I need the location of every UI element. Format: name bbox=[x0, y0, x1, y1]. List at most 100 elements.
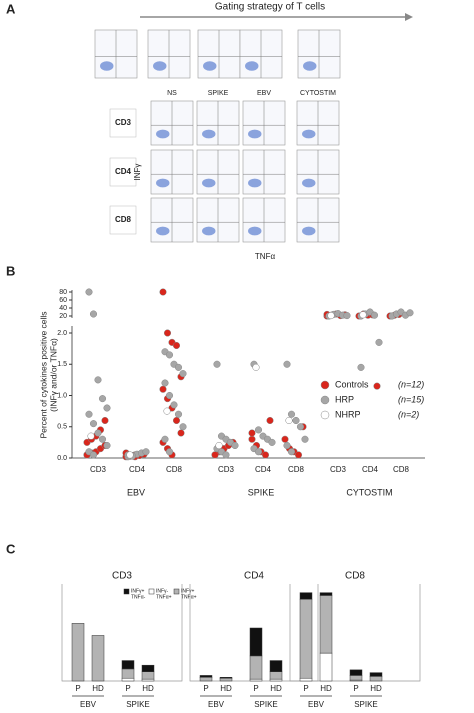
column-header: EBV bbox=[257, 90, 271, 97]
chart-title: CD3 bbox=[112, 571, 132, 582]
data-point bbox=[359, 311, 367, 319]
x-tick-label: HD bbox=[270, 684, 282, 693]
data-point bbox=[283, 441, 291, 450]
bar-segment bbox=[269, 671, 283, 680]
bar-segment bbox=[249, 627, 263, 657]
y-tick-label: 20 bbox=[59, 313, 67, 320]
bar-segment bbox=[349, 675, 363, 681]
x-tick-label: CD8 bbox=[166, 465, 183, 474]
flow-population bbox=[248, 129, 262, 139]
y-tick-label: 40 bbox=[59, 305, 67, 312]
bar-segment bbox=[141, 664, 155, 672]
legend-swatch bbox=[123, 588, 130, 595]
data-point bbox=[163, 329, 172, 337]
y-axis-label: (INFγ and/or TNFα) bbox=[48, 338, 58, 412]
panel-label: C bbox=[6, 541, 16, 556]
data-point bbox=[266, 416, 274, 425]
data-point bbox=[252, 363, 260, 371]
panel-label: A bbox=[6, 1, 16, 16]
y-tick-label: 2.0 bbox=[57, 330, 67, 337]
data-point bbox=[213, 360, 221, 368]
legend-label: INFγ- bbox=[156, 588, 169, 594]
data-point bbox=[161, 435, 169, 443]
bar-segment bbox=[219, 677, 233, 682]
data-point bbox=[222, 451, 230, 459]
data-point bbox=[163, 407, 171, 415]
data-point bbox=[294, 451, 303, 459]
data-point bbox=[126, 451, 134, 459]
row-box bbox=[109, 205, 137, 235]
data-point bbox=[285, 416, 293, 425]
data-point bbox=[343, 312, 351, 320]
x-tick-label: HD bbox=[370, 684, 382, 693]
x-tick-label: HD bbox=[142, 684, 154, 693]
data-point bbox=[159, 288, 167, 296]
bar-segment bbox=[121, 677, 135, 682]
data-point bbox=[174, 363, 183, 371]
data-point bbox=[89, 420, 98, 428]
bar-segment bbox=[199, 675, 213, 678]
bar-segment bbox=[121, 660, 135, 670]
legend-n: (n=2) bbox=[398, 409, 419, 419]
flow-population bbox=[100, 61, 114, 71]
x-tick-label: P bbox=[203, 684, 208, 693]
y-tick-label: 1.0 bbox=[57, 392, 67, 399]
legend-swatch bbox=[148, 588, 155, 595]
data-point bbox=[165, 391, 174, 400]
column-header: SPIKE bbox=[208, 90, 229, 97]
y-axis-label: Percent of cytokines positive cells bbox=[38, 311, 48, 438]
x-axis-label: TNFα bbox=[255, 252, 276, 261]
legend-label: TNFα- bbox=[131, 594, 146, 600]
legend-label: INFγ+ bbox=[131, 588, 145, 594]
flow-population bbox=[202, 178, 216, 188]
bar-segment bbox=[249, 655, 263, 680]
data-point bbox=[261, 451, 270, 459]
data-point bbox=[231, 441, 239, 450]
data-point bbox=[89, 451, 98, 459]
data-point bbox=[254, 448, 263, 456]
row-box bbox=[109, 157, 137, 187]
flow-population bbox=[302, 226, 316, 236]
flow-population bbox=[156, 226, 170, 236]
x-tick-label: HD bbox=[320, 684, 332, 693]
bar-segment bbox=[369, 672, 383, 677]
data-point bbox=[177, 429, 185, 437]
legend-swatch bbox=[173, 588, 180, 595]
bar-segment bbox=[319, 652, 333, 682]
group-label: SPIKE bbox=[248, 487, 275, 497]
x-tick-label: P bbox=[125, 684, 130, 693]
data-point bbox=[254, 426, 263, 434]
legend-marker bbox=[320, 395, 330, 405]
x-tick-label: P bbox=[353, 684, 358, 693]
flow-population bbox=[248, 226, 262, 236]
row-box bbox=[109, 108, 137, 138]
data-point bbox=[174, 410, 183, 418]
legend-label: HRP bbox=[335, 394, 354, 404]
data-point bbox=[179, 423, 187, 431]
y-tick-label: 0.5 bbox=[57, 424, 67, 431]
row-label: CD3 bbox=[115, 118, 132, 127]
legend-label: TNFα+ bbox=[181, 594, 197, 600]
column-header: NS bbox=[167, 90, 177, 97]
bar-segment bbox=[199, 677, 213, 682]
bar-segment bbox=[121, 668, 135, 679]
bar-segment bbox=[249, 678, 263, 682]
data-point bbox=[268, 438, 276, 446]
flow-population bbox=[203, 61, 217, 71]
bar-segment bbox=[269, 660, 283, 672]
data-point bbox=[103, 404, 111, 412]
x-tick-label: CD3 bbox=[330, 465, 347, 474]
flow-population bbox=[156, 178, 170, 188]
data-point bbox=[89, 310, 98, 318]
x-tick-label: CD4 bbox=[255, 465, 272, 474]
bar-segment bbox=[319, 595, 333, 654]
flow-population bbox=[302, 129, 316, 139]
data-point bbox=[287, 410, 296, 418]
flow-population bbox=[248, 178, 262, 188]
bar-segment bbox=[91, 635, 105, 682]
bar-segment bbox=[299, 677, 313, 682]
legend-marker bbox=[320, 380, 330, 390]
data-point bbox=[292, 416, 300, 425]
row-label: CD4 bbox=[115, 167, 132, 176]
data-point bbox=[101, 416, 109, 425]
